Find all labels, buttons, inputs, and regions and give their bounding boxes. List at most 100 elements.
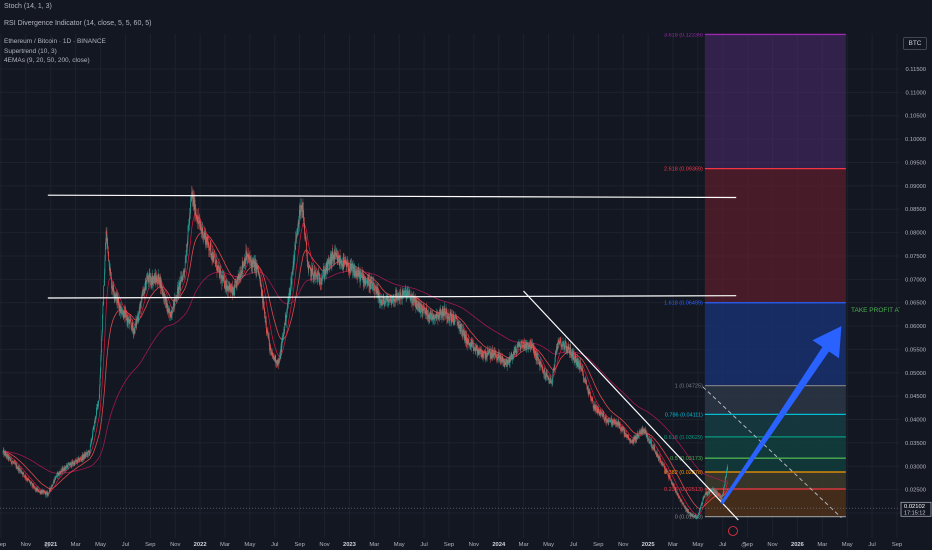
- candle-body: [340, 262, 341, 264]
- candle-body: [547, 376, 548, 378]
- candle-body: [516, 347, 518, 354]
- candle-body: [536, 353, 538, 356]
- candle-body: [580, 363, 581, 369]
- candle-body: [614, 419, 615, 422]
- candle-body: [519, 345, 521, 348]
- candle-body: [589, 395, 591, 396]
- candle-body: [54, 480, 55, 483]
- candle-body: [389, 298, 391, 301]
- projection-arrow[interactable]: TAKE PROFIT AT 6...: [720, 307, 913, 505]
- candle-body: [434, 315, 436, 319]
- candle-body: [539, 362, 540, 365]
- candle-body: [129, 319, 131, 321]
- candle-body: [234, 284, 235, 296]
- candle-body: [688, 510, 689, 514]
- candle-body: [172, 311, 174, 313]
- candle-body: [533, 345, 535, 351]
- price-badge-box: [900, 501, 932, 517]
- candle-body: [699, 508, 701, 511]
- candle-body: [338, 255, 339, 258]
- candle-body: [186, 245, 188, 251]
- candle-body: [521, 342, 522, 344]
- candle-body: [166, 302, 167, 308]
- candle-body: [89, 445, 91, 451]
- candle-body: [585, 382, 587, 384]
- time-tick-label: May: [244, 542, 255, 548]
- candle-body: [133, 330, 135, 334]
- ema-label[interactable]: 4EMAs (9, 20, 50, 200, close): [4, 57, 90, 64]
- candle-body: [607, 419, 609, 421]
- candle-body: [236, 282, 237, 288]
- candle-body: [168, 309, 170, 312]
- candle-body: [223, 276, 225, 287]
- candle-body: [78, 457, 80, 462]
- candle-body: [133, 328, 134, 334]
- candle-body: [641, 429, 643, 432]
- candle-body: [401, 295, 402, 298]
- candle-body: [131, 327, 133, 331]
- candle-body: [495, 354, 497, 356]
- candle-body: [480, 350, 482, 352]
- candle-body: [310, 268, 312, 277]
- candle-body: [637, 432, 639, 438]
- candle-body: [150, 276, 152, 284]
- candle-body: [161, 284, 163, 291]
- candle-body: [650, 440, 652, 442]
- trend-lines[interactable]: [47, 194, 842, 521]
- candle-body: [280, 354, 281, 359]
- candle-body: [575, 358, 577, 365]
- candle-body: [373, 282, 374, 291]
- candle-body: [340, 260, 342, 263]
- supertrend-label[interactable]: Supertrend (10, 3): [4, 47, 57, 55]
- stoch-pane[interactable]: Stoch (14, 1, 3): [0, 0, 932, 17]
- candle-body: [263, 298, 264, 308]
- candle-body: [481, 352, 483, 358]
- candle-body: [312, 267, 314, 275]
- candle-body: [518, 342, 520, 346]
- candle-body: [374, 288, 376, 295]
- candle-body: [174, 297, 175, 306]
- symbol-title[interactable]: Ethereum / Bitcoin · 1D · BINANCE: [4, 38, 106, 45]
- rsi-pane[interactable]: RSI Divergence Indicator (14, close, 5, …: [0, 17, 932, 33]
- candle-body: [384, 301, 386, 303]
- candle-body: [380, 299, 382, 300]
- candle-body: [636, 438, 637, 440]
- candle-body: [467, 340, 468, 345]
- currency-badge[interactable]: BTC: [903, 37, 927, 50]
- candle-body: [422, 308, 424, 314]
- candle-body: [465, 334, 467, 341]
- candle-body: [155, 278, 157, 282]
- candle-body: [707, 493, 709, 495]
- price-axis[interactable]: 0.115000.110000.105000.100000.095000.090…: [0, 34, 932, 538]
- candle-body: [306, 243, 307, 253]
- candle-body: [224, 286, 226, 288]
- candle-body: [83, 454, 85, 459]
- candle-body: [274, 355, 276, 362]
- candle-body: [18, 467, 20, 469]
- candle-body: [204, 233, 206, 236]
- candle-body: [689, 512, 691, 515]
- candle-body: [535, 350, 537, 360]
- candle-body: [351, 263, 352, 266]
- candle-body: [720, 495, 722, 498]
- candle-body: [578, 360, 580, 364]
- candle-body: [430, 311, 431, 319]
- candle-body: [677, 493, 678, 496]
- time-axis[interactable]: SepNov2021MarMayJulSepNov2022MarMayJulSe…: [0, 538, 932, 550]
- candle-body: [694, 515, 696, 518]
- event-markers[interactable]: [44, 526, 747, 548]
- candle-body: [442, 311, 444, 317]
- candle-body: [392, 298, 393, 300]
- time-tick-label: Mar: [817, 542, 827, 548]
- candle-body: [391, 299, 393, 304]
- fibonacci-extension[interactable]: 0 (0.01923)0.236 (0.02513)0.382 (0.02878…: [664, 32, 846, 521]
- candle-body: [221, 276, 223, 284]
- price-tick-label: 0.02500: [905, 488, 926, 494]
- candle-body: [122, 310, 124, 318]
- fib-band: [704, 471, 846, 490]
- candle-body: [144, 281, 146, 289]
- candle-body: [543, 371, 545, 376]
- candle-body: [357, 272, 359, 277]
- candle-body: [330, 254, 332, 264]
